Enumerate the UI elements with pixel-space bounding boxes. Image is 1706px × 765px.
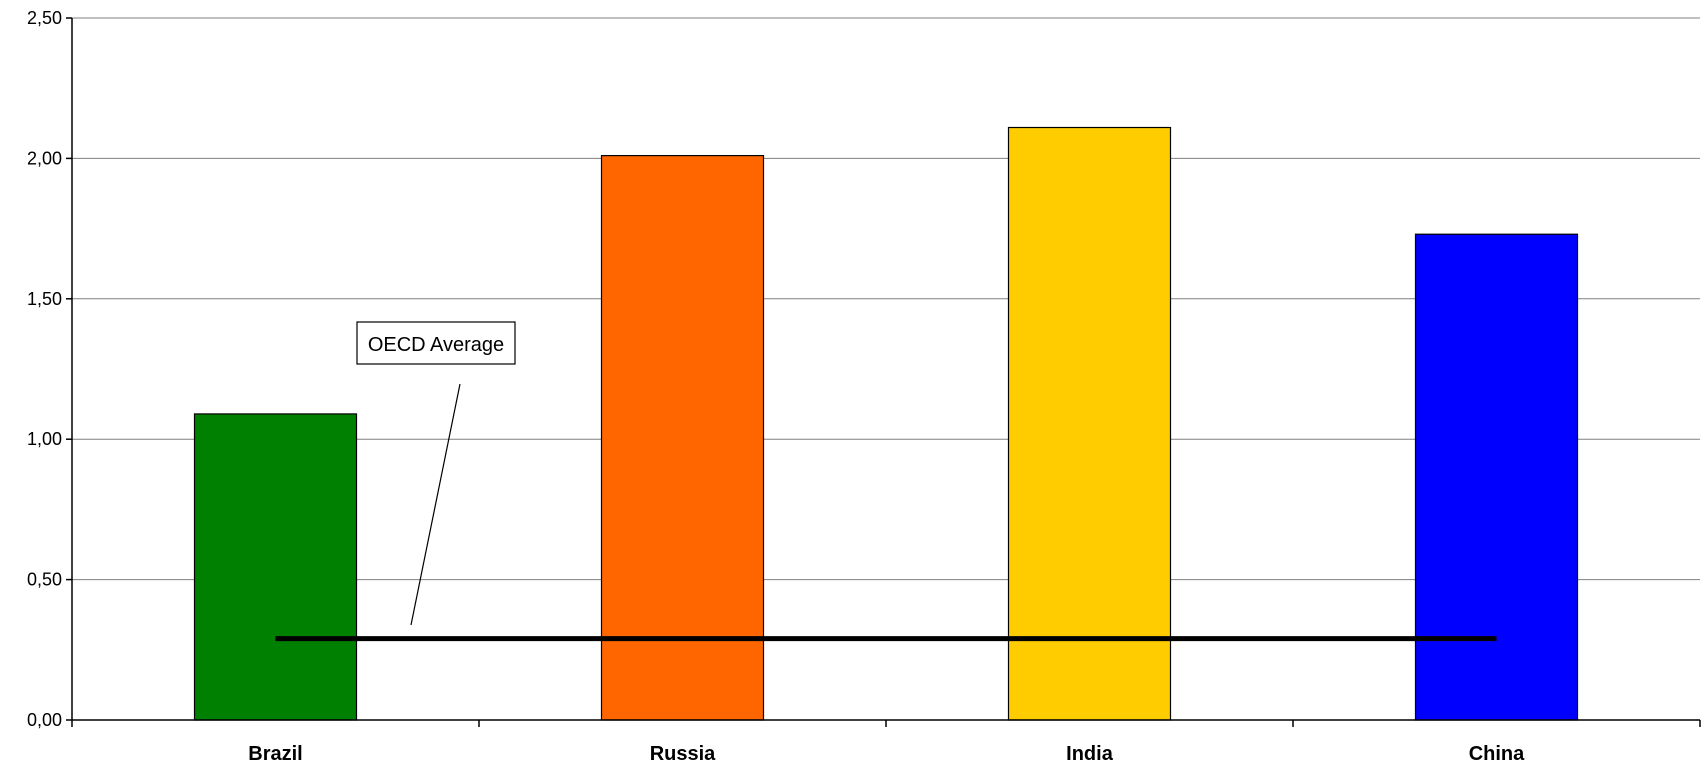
y-tick-label: 1,00 <box>27 429 62 449</box>
category-labels: Brazil Russia India China <box>248 743 1525 765</box>
bar-brazil <box>193 413 358 721</box>
category-label: Brazil <box>248 743 302 765</box>
bar-china <box>1414 233 1579 721</box>
tick-labels: 0,00 0,50 1,00 1,50 2,00 2,50 <box>27 8 1701 730</box>
y-tick-label: 2,50 <box>27 8 62 28</box>
callout-leader <box>410 383 461 626</box>
bar-russia <box>600 154 765 721</box>
category-label: Russia <box>650 743 716 765</box>
y-tick-label: 1,50 <box>27 289 62 309</box>
y-tick-label: 2,00 <box>27 148 62 168</box>
y-tick-label: 0,00 <box>27 710 62 730</box>
bar-india <box>1007 126 1172 721</box>
category-label: China <box>1469 743 1525 765</box>
oecd-average: OECD Average <box>275 321 1497 642</box>
y-tick-label: 0,50 <box>27 570 62 590</box>
oecd-average-label: OECD Average <box>368 334 504 356</box>
callout-box <box>356 321 516 365</box>
category-label: India <box>1066 743 1114 765</box>
bars <box>193 126 1579 721</box>
